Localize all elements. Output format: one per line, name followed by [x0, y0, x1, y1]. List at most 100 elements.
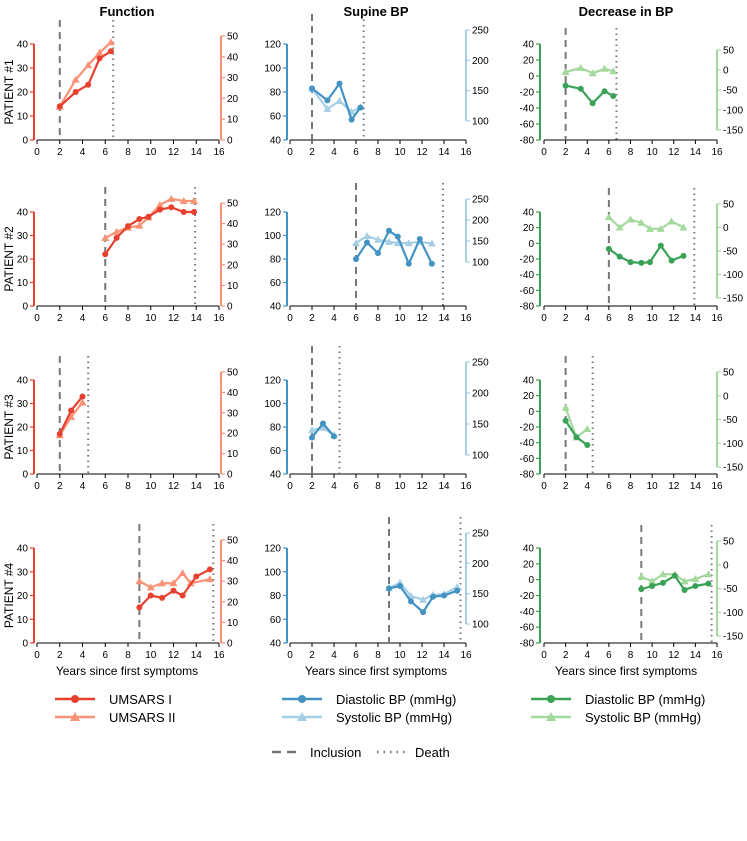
x-tick-label: 6 — [102, 313, 108, 324]
right-tick-label: -100 — [723, 106, 743, 117]
data-point — [190, 209, 197, 215]
data-point — [159, 594, 166, 601]
left-tick-label: -60 — [520, 120, 535, 131]
data-point — [601, 88, 608, 95]
data-point — [416, 236, 423, 243]
left-tick-label: 120 — [264, 544, 281, 555]
right-tick-label: -50 — [723, 247, 738, 258]
left-tick-label: 20 — [17, 255, 29, 266]
right-tick-label: 50 — [723, 368, 735, 379]
right-tick-label: 100 — [472, 620, 489, 631]
row-label: PATIENT #3 — [2, 394, 16, 460]
x-tick-label: 0 — [34, 481, 40, 492]
x-tick-label: 10 — [145, 313, 157, 324]
data-point — [637, 218, 646, 226]
x-tick-label: 10 — [145, 147, 157, 158]
data-point — [577, 85, 584, 92]
left-tick-label: 40 — [523, 40, 535, 51]
legend-inclusion-label: Inclusion — [310, 745, 361, 760]
x-tick-label: 14 — [438, 147, 450, 158]
right-tick-label: -150 — [723, 463, 743, 474]
data-point — [430, 593, 436, 600]
x-tick-label: 8 — [628, 313, 634, 324]
right-tick-label: 0 — [723, 391, 729, 402]
right-tick-label: -150 — [723, 294, 743, 305]
x-tick-label: 12 — [168, 313, 180, 324]
right-tick-label: 40 — [227, 219, 239, 230]
x-tick-label: 6 — [606, 147, 612, 158]
x-tick-label: 14 — [690, 313, 702, 324]
data-point — [180, 209, 187, 215]
x-tick-label: 4 — [331, 147, 337, 158]
right-tick-label: 250 — [472, 358, 489, 369]
data-point — [335, 96, 344, 104]
left-tick-label: 20 — [523, 391, 535, 402]
left-tick-label: 40 — [17, 40, 29, 51]
data-point — [561, 403, 570, 411]
column-title: Supine BP — [343, 4, 408, 19]
data-point — [113, 234, 120, 241]
right-tick-label: 40 — [227, 52, 239, 63]
data-point — [645, 224, 654, 232]
x-tick-label: 10 — [394, 147, 406, 158]
left-tick-label: 20 — [523, 56, 535, 67]
left-tick-label: 10 — [17, 615, 29, 626]
data-point — [331, 433, 337, 440]
x-tick-label: 14 — [438, 650, 450, 661]
x-tick-label: 4 — [584, 650, 590, 661]
left-tick-label: 40 — [523, 208, 535, 219]
left-tick-label: 10 — [17, 278, 29, 289]
data-point — [374, 235, 382, 243]
data-point — [637, 572, 646, 580]
right-tick-label: 50 — [227, 32, 239, 43]
right-tick-label: 30 — [227, 577, 239, 588]
x-tick-label: 8 — [375, 313, 381, 324]
data-point — [308, 426, 316, 434]
series-line — [58, 41, 112, 108]
x-tick-label: 12 — [668, 650, 680, 661]
data-point — [610, 93, 617, 99]
legend-umsars2-label: UMSARS II — [109, 710, 175, 725]
x-tick-label: 12 — [668, 147, 680, 158]
left-tick-label: 60 — [270, 278, 282, 289]
data-point — [364, 239, 370, 246]
x-tick-label: 16 — [213, 147, 225, 158]
x-tick-label: 16 — [711, 650, 723, 661]
x-tick-label: 10 — [145, 481, 157, 492]
x-tick-label: 0 — [541, 650, 547, 661]
x-tick-label: 8 — [125, 650, 131, 661]
data-point — [405, 260, 412, 267]
left-tick-label: 80 — [270, 88, 282, 99]
x-tick-label: 8 — [375, 147, 381, 158]
data-point — [85, 81, 92, 88]
panel: 0 10 20 30 40 0 10 20 30 40 50 0 2 4 6 8 10 12 14 16 — [17, 356, 239, 492]
right-tick-label: 30 — [227, 240, 239, 251]
data-point — [573, 434, 580, 441]
left-tick-label: 40 — [17, 544, 29, 555]
right-tick-label: 20 — [227, 597, 239, 608]
legend-decrease-diastolic-swatch-marker — [547, 695, 555, 703]
right-tick-label: 200 — [472, 56, 489, 67]
x-tick-label: 6 — [353, 313, 359, 324]
data-point — [386, 585, 392, 592]
data-point — [638, 586, 645, 593]
data-point — [193, 573, 200, 580]
data-point — [309, 85, 315, 92]
data-point — [562, 82, 569, 89]
right-tick-label: 250 — [472, 195, 489, 206]
left-tick-label: 40 — [17, 376, 29, 387]
data-point — [206, 566, 213, 573]
x-tick-label: 2 — [57, 147, 63, 158]
x-tick-label: 2 — [309, 313, 315, 324]
left-tick-label: 40 — [270, 302, 282, 313]
x-tick-label: 10 — [145, 650, 157, 661]
x-tick-label: 8 — [125, 313, 131, 324]
x-tick-label: 16 — [460, 147, 472, 158]
data-point — [428, 260, 435, 267]
right-tick-label: -150 — [723, 126, 743, 137]
x-tick-label: 10 — [394, 481, 406, 492]
x-tick-label: 6 — [102, 481, 108, 492]
data-point — [583, 425, 592, 432]
right-tick-label: 10 — [227, 281, 239, 292]
data-point — [604, 213, 613, 221]
